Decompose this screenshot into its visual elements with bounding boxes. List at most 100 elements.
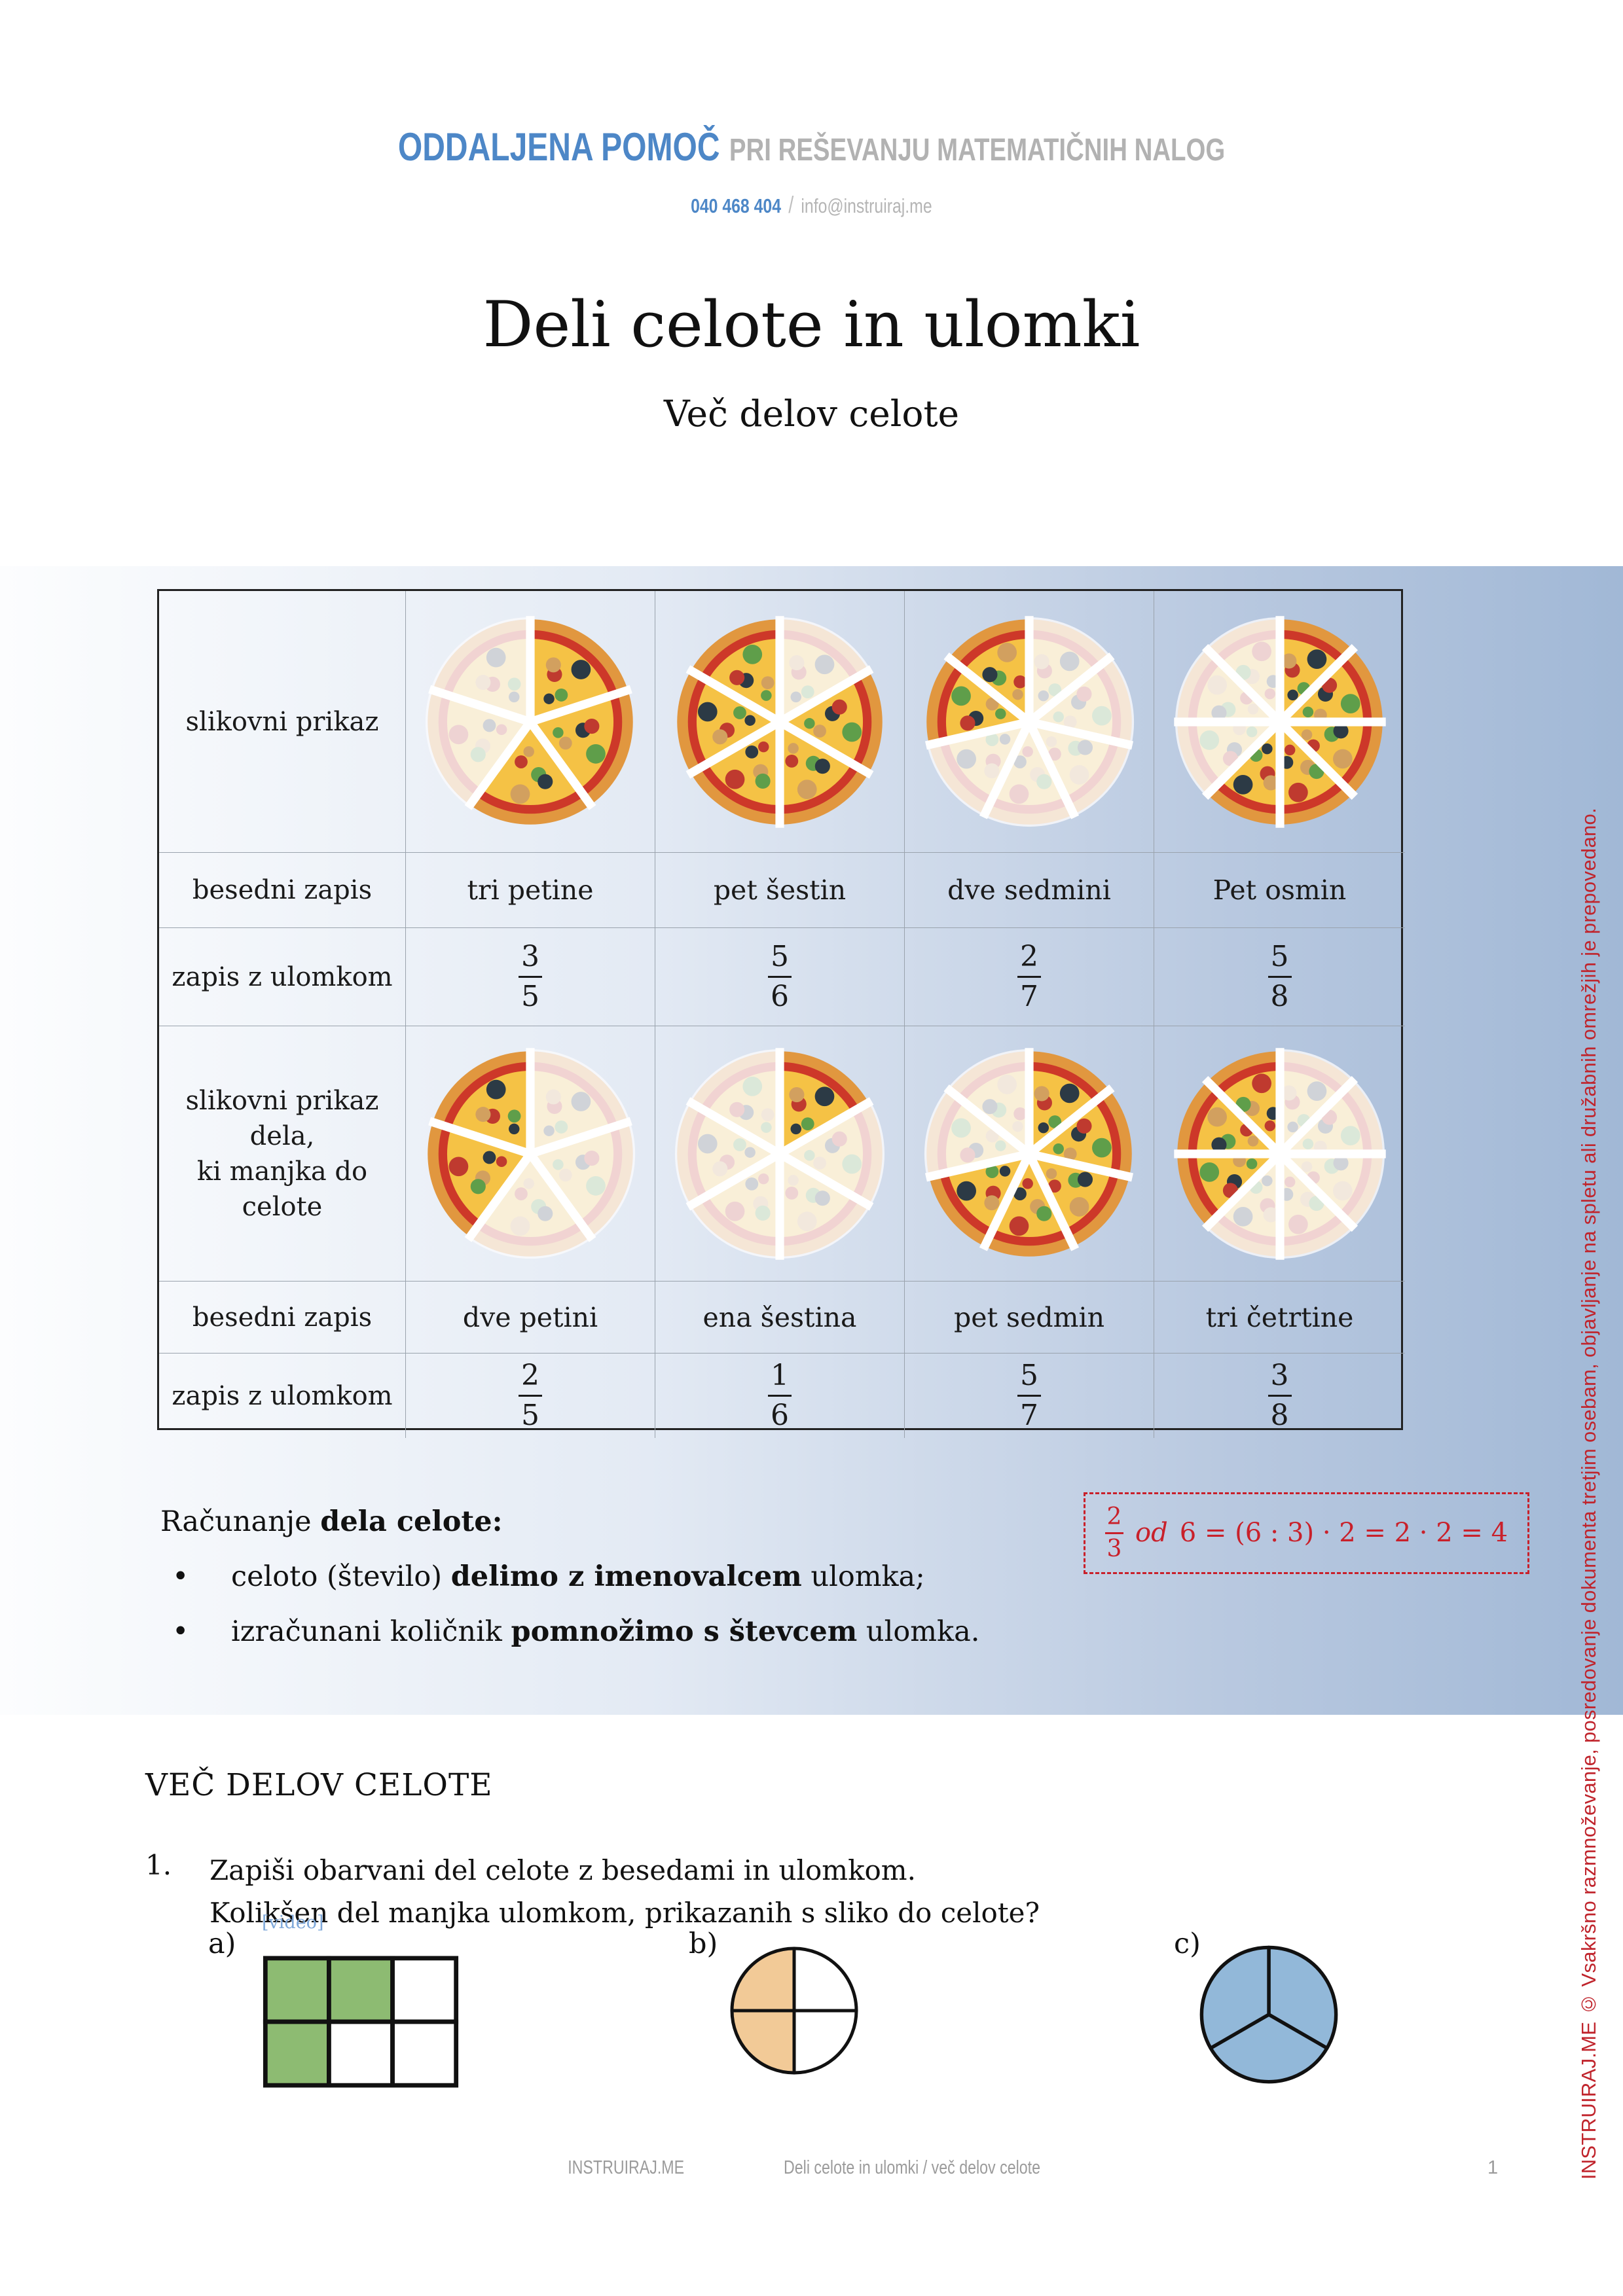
fraction-numerator: 2 [1020,939,1038,973]
pizza-cell [655,591,905,853]
note-intro-bold: dela celote: [320,1505,503,1538]
fraction-denominator: 5 [521,1399,539,1432]
label-line: celote [242,1191,323,1222]
word-cell: dve sedmini [905,853,1154,928]
note-bullet: • celoto (število) delimo z imenovalcem … [160,1560,979,1593]
word-cell: Pet osmin [1154,853,1405,928]
pizza-cell [1154,591,1405,853]
fraction-denominator: 6 [771,980,789,1013]
page-title: Deli celote in ulomki [483,288,1140,361]
formula-expression: 6 = (6 : 3) · 2 = 2 · 2 = 4 [1179,1518,1508,1549]
row-label-word: besedni zapis [159,853,406,928]
pizza-image [1173,1047,1386,1260]
separator-slash: / [788,191,794,218]
circle-thirds-shape-c [1198,1944,1340,2085]
bullet-text: ulomka; [801,1560,925,1593]
grid-shape-a [262,1956,460,2088]
word-cell: pet šestin [655,853,905,928]
circle-quarters-shape-b [729,1945,860,2076]
label-line: slikovni prikaz [185,1085,379,1116]
sub-label-a: a) [208,1928,236,1960]
pizza-cell [905,591,1154,853]
word-cell: tri četrtine [1154,1282,1405,1354]
pizza-image [425,615,633,825]
phone-number: 040 468 404 [691,194,782,217]
fraction-numerator: 2 [521,1358,539,1392]
bullet-icon: • [172,1615,189,1648]
pizza-image [677,615,883,828]
item-number: 1. [145,1849,172,1881]
example-formula-box: 2 3 od 6 = (6 : 3) · 2 = 2 · 2 = 4 [1084,1492,1530,1574]
fraction-denominator: 6 [771,1399,789,1432]
copyright-vertical-note: INSTRUIRAJ.ME © Vsakršno razmnoževanje, … [1577,807,1600,2179]
word-cell: pet sedmin [905,1282,1154,1354]
row-label-word: besedni zapis [159,1282,406,1354]
exercise-item-1: 1. Zapiši obarvani del celote z besedami… [145,1849,1040,1934]
fraction-numerator: 5 [1270,939,1289,973]
fractions-table: slikovni prikaz besedni zapis tri petine… [157,589,1405,1438]
fraction-numerator: 3 [521,939,539,973]
row-label-pictorial-missing: slikovni prikaz dela, ki manjka do celot… [159,1026,406,1282]
page-subtitle: Več delov celote [663,393,960,435]
pizza-cell [655,1026,905,1282]
word-cell: dve petini [406,1282,655,1354]
email-address: info@instruiraj.me [801,194,932,217]
fraction-denominator: 8 [1270,980,1289,1013]
fraction-numerator: 2 [1106,1503,1122,1530]
note-intro: Računanje [160,1505,321,1538]
bullet-text: ulomka. [857,1615,980,1648]
section-heading: VEČ DELOV CELOTE [145,1767,493,1803]
fraction-numerator: 5 [1020,1358,1038,1392]
fraction-bar [1267,976,1292,978]
bullet-text-bold: delimo z imenovalcem [450,1560,802,1593]
pizza-image [924,1047,1134,1257]
fraction-numerator: 1 [771,1358,789,1392]
sub-label-b: b) [689,1928,718,1960]
page-header: ODDALJENA POMOČ PRI REŠEVANJU MATEMATIČNI… [0,124,1623,170]
fraction-bar [1017,976,1041,978]
fraction-numerator: 5 [771,939,789,973]
fraction-bar [519,1395,542,1397]
footer-site: INSTRUIRAJ.ME [568,2157,685,2178]
fraction-bar [1017,1395,1041,1397]
pizza-cell [406,591,655,853]
fraction-denominator: 5 [521,980,539,1013]
pizza-image [428,1047,636,1259]
pizza-cell [406,1026,655,1282]
note-bullet: • izračunani količnik pomnožimo s števce… [160,1615,979,1648]
fraction-numerator: 3 [1270,1358,1289,1392]
row-label-pictorial: slikovni prikaz [159,591,406,853]
fraction-bar [768,1395,792,1397]
contact-line: 040 468 404 / info@instruiraj.me [0,191,1623,219]
fraction-denominator: 7 [1020,1399,1038,1432]
brand-title: ODDALJENA POMOČ [397,125,720,169]
bullet-text: celoto (število) [231,1560,451,1593]
fraction-denominator: 7 [1020,980,1038,1013]
label-line: ki manjka do [196,1156,368,1187]
pizza-cell [905,1026,1154,1282]
grid-image [263,1956,459,2088]
sub-label-c: c) [1174,1928,1201,1960]
fraction-denominator: 3 [1106,1535,1122,1562]
item-line-2: Kolikšen del manjka ulomkom, prikazanih … [210,1897,1040,1929]
bullet-icon: • [172,1560,189,1593]
item-line-1: Zapiši obarvani del celote z besedami in… [210,1854,916,1886]
fraction-denominator: 8 [1270,1399,1289,1432]
pizza-image [1173,615,1386,828]
footer-doc-title: Deli celote in ulomki / več delov celote [784,2157,1041,2178]
bullet-text-bold: pomnožimo s števcem [511,1615,858,1648]
divided-circle-image [1199,1945,1338,2084]
divided-circle-image [730,1946,858,2075]
label-line: dela, [249,1121,315,1151]
pizza-image [924,615,1135,827]
row-label-fraction: zapis z ulomkom [159,928,406,1026]
video-link[interactable]: [video] [262,1912,324,1933]
